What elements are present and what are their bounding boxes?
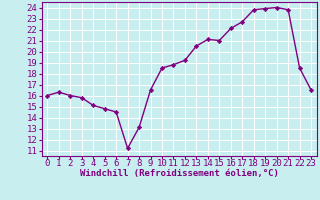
X-axis label: Windchill (Refroidissement éolien,°C): Windchill (Refroidissement éolien,°C) <box>80 169 279 178</box>
